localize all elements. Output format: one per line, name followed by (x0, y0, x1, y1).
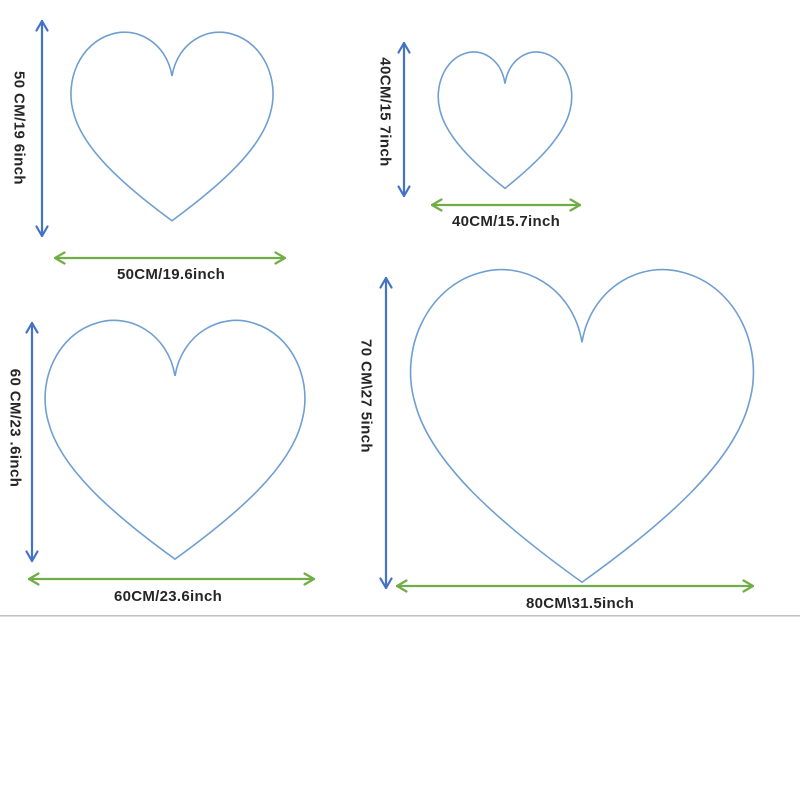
heart-outline-60cm (31, 310, 319, 562)
width-label-60cm: 60CM/23.6inch (113, 588, 223, 605)
width-arrow-60cm-icon (27, 572, 316, 586)
width-label-40cm: 40CM/15.7inch (451, 213, 561, 230)
width-label-50cm: 50CM/19.6inch (116, 266, 226, 283)
page-divider (0, 615, 800, 617)
width-arrow-40cm-icon (430, 198, 582, 212)
height-label-80cm: 70 CM\27 5inch (357, 339, 375, 453)
height-arrow-60cm-icon (25, 321, 39, 563)
width-label-80cm: 80CM\31.5inch (525, 595, 635, 612)
height-label-40cm: 40CM/15 7inch (376, 57, 394, 167)
heart-outline-40cm (431, 46, 579, 190)
height-arrow-40cm-icon (397, 41, 411, 198)
height-arrow-80cm-icon (379, 276, 393, 590)
heart-outline-80cm (392, 256, 772, 586)
width-arrow-50cm-icon (53, 251, 287, 265)
heart-outline-50cm (60, 24, 284, 223)
height-label-60cm: 60 CM/23 .6inch (6, 368, 24, 488)
width-arrow-80cm-icon (395, 579, 755, 593)
height-label-50cm: 50 CM/19 6inch (10, 71, 28, 185)
height-arrow-50cm-icon (35, 19, 49, 238)
